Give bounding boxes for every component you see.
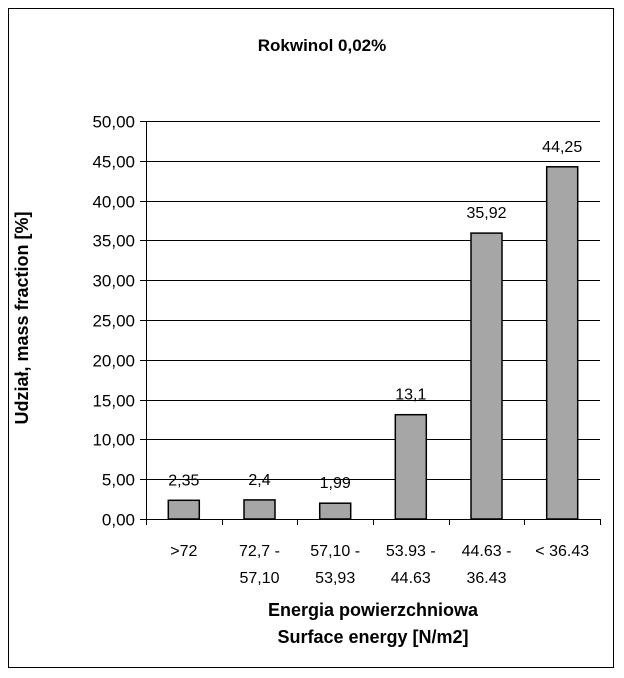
x-category-label: 44.63 - [462, 543, 512, 560]
data-label: 2,35 [168, 472, 199, 489]
y-tick-label: 25,00 [92, 312, 135, 331]
x-axis-title-line2: Surface energy [N/m2] [277, 627, 468, 647]
x-category-label: >72 [170, 543, 197, 560]
y-axis-title: Udział, mass fraction [%] [12, 211, 32, 424]
bars [167, 166, 579, 520]
y-tick-label: 0,00 [102, 511, 135, 530]
x-category-label: 57,10 - [310, 543, 360, 560]
y-tick-labels: 0,00 5,00 10,00 15,00 20,00 25,00 30,00 35,00 40… [92, 113, 135, 530]
y-tick-label: 50,00 [92, 113, 135, 132]
x-category-label: 53,93 [315, 570, 355, 587]
x-category-label: < 36.43 [535, 543, 589, 560]
bar [545, 166, 579, 520]
chart-frame [8, 8, 614, 668]
data-label: 35,92 [466, 205, 506, 222]
y-tick-label: 5,00 [102, 471, 135, 490]
y-tick-label: 30,00 [92, 272, 135, 291]
data-label: 44,25 [542, 139, 582, 156]
x-axis-title-line1: Energia powierzchniowa [268, 600, 479, 620]
y-tick-label: 35,00 [92, 232, 135, 251]
bar [318, 502, 352, 520]
chart-title: Rokwinol 0,02% [258, 36, 386, 55]
x-category-label: 57,10 [239, 570, 279, 587]
grid-lines [146, 121, 600, 480]
bar [394, 413, 428, 520]
axes [140, 121, 601, 525]
y-tick-label: 40,00 [92, 193, 135, 212]
x-category-label: 72,7 - [239, 543, 280, 560]
data-labels: 2,35 2,4 1,99 13,1 35,92 44,25 [168, 139, 582, 492]
bar [470, 232, 503, 520]
data-label: 1,99 [320, 475, 351, 492]
x-category-label: 36.43 [466, 570, 506, 587]
y-tick-label: 15,00 [92, 392, 135, 411]
x-category-labels: >72 72,7 - 57,10 57,10 - 53,93 53.93 - 44.63 44… [170, 543, 589, 587]
bar [243, 499, 276, 520]
x-category-label: 53.93 - [386, 543, 436, 560]
data-label: 2,4 [248, 472, 270, 489]
data-label: 13,1 [395, 387, 426, 404]
y-tick-label: 20,00 [92, 352, 135, 371]
y-tick-label: 10,00 [92, 431, 135, 450]
y-tick-label: 45,00 [92, 153, 135, 172]
bar [167, 499, 201, 520]
x-category-label: 44.63 [391, 570, 431, 587]
